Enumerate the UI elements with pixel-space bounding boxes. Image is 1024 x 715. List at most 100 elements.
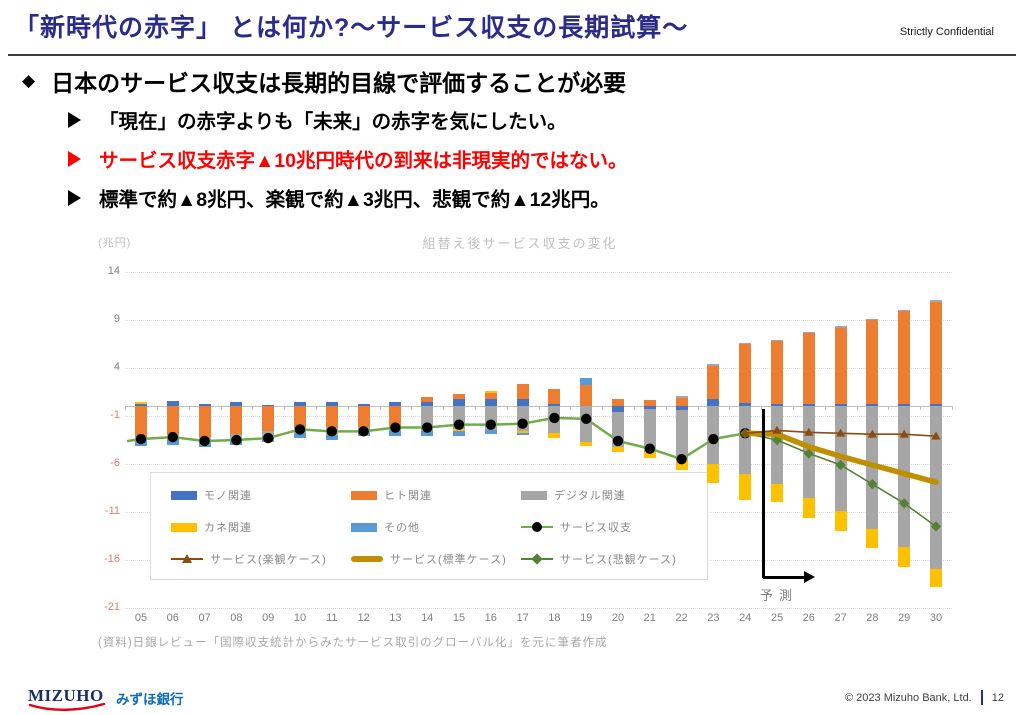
forecast-label: 予測: [760, 588, 799, 603]
category-tick: [411, 406, 413, 411]
legend-line-swatch: [171, 553, 203, 565]
marker-optimistic: [931, 431, 941, 440]
bar-segment-27-yellow: [834, 511, 847, 532]
x-tick-label-25: 25: [770, 612, 784, 624]
bar-segment-21-yellow: [643, 451, 656, 459]
bar-segment-30-gray: [930, 300, 942, 302]
series-line-standard: [742, 430, 939, 485]
legend-item-6: サービス収支: [521, 519, 707, 535]
bar-segment-11-orange: [325, 406, 338, 429]
bar-segment-09-blue: [262, 404, 275, 407]
marker-pessimistic: [772, 434, 782, 446]
bar-segment-12-blue: [357, 403, 370, 407]
gridline--1: [125, 416, 952, 417]
bar-segment-25-orange: [771, 341, 783, 405]
category-tick: [951, 406, 953, 411]
bar-segment-09-orange: [262, 406, 275, 432]
bar-segment-18-orange: [548, 389, 561, 404]
category-tick: [474, 406, 476, 411]
arrow-bullet-icon: [68, 111, 81, 128]
x-tick-label-17: 17: [516, 612, 529, 624]
bar-segment-22-blue: [675, 406, 688, 411]
x-tick-label-23: 23: [707, 612, 720, 624]
legend-line-swatch: [351, 553, 383, 565]
marker-service: [453, 419, 465, 430]
forecast-arrow-line: [763, 576, 805, 579]
category-tick: [729, 406, 731, 411]
bar-segment-29-yellow: [898, 546, 911, 567]
arrow-bullet-icon: [68, 150, 81, 167]
category-tick: [506, 406, 508, 411]
marker-service: [581, 413, 592, 425]
bar-segment-24-gray: [739, 406, 752, 474]
bar-segment-06-blue: [166, 400, 179, 407]
bar-segment-23-gray: [707, 364, 720, 366]
mizuho-logo: MIZUHO: [28, 686, 106, 712]
footer-divider: [980, 690, 983, 705]
bar-segment-27-orange: [834, 327, 847, 405]
bar-segment-07-orange: [198, 406, 211, 438]
category-tick: [792, 406, 794, 411]
x-tick-label-12: 12: [357, 612, 370, 624]
bar-segment-11-blue: [325, 401, 338, 407]
category-tick: [347, 406, 349, 411]
legend-line-swatch: [521, 553, 553, 565]
gridline-4: [125, 368, 952, 369]
bar-segment-13-orange: [389, 406, 402, 426]
legend-item-4: カネ関連: [171, 519, 351, 535]
bar-segment-22-yellow: [675, 459, 688, 470]
x-tick-label-14: 14: [421, 612, 434, 624]
category-tick: [697, 406, 699, 411]
bar-segment-05-blue: [135, 403, 147, 407]
bar-segment-16-blue: [484, 398, 497, 407]
page-title: 「新時代の赤字」 とは何か?〜サービス収支の長期試算〜: [14, 14, 689, 42]
bar-segment-20-orange: [612, 398, 624, 407]
y-tick-label--16: -16: [104, 553, 120, 565]
y-tick-label--1: -1: [110, 409, 120, 421]
category-tick: [570, 406, 572, 411]
category-tick: [284, 406, 286, 411]
bar-segment-22-gray: [675, 396, 688, 398]
x-tick-label-28: 28: [866, 612, 879, 624]
bar-segment-29-gray: [898, 309, 911, 312]
x-tick-label-21: 21: [643, 612, 656, 624]
legend-bar-swatch: [521, 490, 547, 500]
bullet-item-3: 標準で約▲8兆円、楽観で約▲3兆円、悲観で約▲12兆円。: [68, 178, 628, 217]
bar-segment-24-gray: [739, 342, 752, 344]
key-message-text: 日本のサービス収支は長期的目線で評価することが必要: [51, 70, 627, 96]
legend-item-7: サービス(楽観ケース): [171, 551, 351, 567]
x-tick-label-16: 16: [484, 612, 497, 624]
bar-segment-22-orange: [675, 397, 688, 407]
x-tick-label-20: 20: [611, 612, 625, 624]
legend-label: サービス(楽観ケース): [210, 554, 327, 566]
bar-segment-18-yellow: [548, 433, 561, 439]
category-tick: [125, 406, 127, 411]
marker-service: [612, 435, 624, 447]
bar-segment-15-lightblue: [453, 431, 465, 437]
legend-item-3: デジタル関連: [521, 487, 707, 503]
bar-segment-30-orange: [930, 301, 942, 405]
copyright-text: © 2023 Mizuho Bank, Ltd.: [845, 691, 972, 704]
marker-service: [644, 443, 655, 454]
bar-segment-14-blue: [421, 401, 434, 407]
marker-pessimistic: [803, 448, 814, 459]
bar-segment-24-yellow: [739, 473, 752, 500]
bar-segment-25-yellow: [771, 484, 783, 503]
marker-service: [422, 422, 433, 433]
y-axis-unit-label: (兆円): [98, 237, 132, 249]
bar-segment-24-blue: [739, 402, 752, 407]
bar-segment-05-orange: [135, 406, 147, 438]
bar-segment-30-yellow: [930, 568, 942, 587]
marker-pessimistic: [867, 478, 878, 490]
marker-optimistic: [772, 425, 782, 434]
marker-pessimistic: [931, 521, 941, 532]
x-tick-label-24: 24: [739, 612, 752, 624]
category-tick: [379, 406, 381, 411]
y-tick-label-14: 14: [107, 265, 120, 277]
legend-item-1: モノ関連: [171, 487, 351, 503]
legend-item-9: サービス(悲観ケース): [521, 551, 707, 567]
legend-label: サービス(標準ケース): [390, 554, 507, 566]
bar-segment-24-orange: [739, 344, 752, 403]
legend-line-swatch: [521, 521, 553, 533]
bar-segment-17-yellow: [516, 431, 529, 434]
